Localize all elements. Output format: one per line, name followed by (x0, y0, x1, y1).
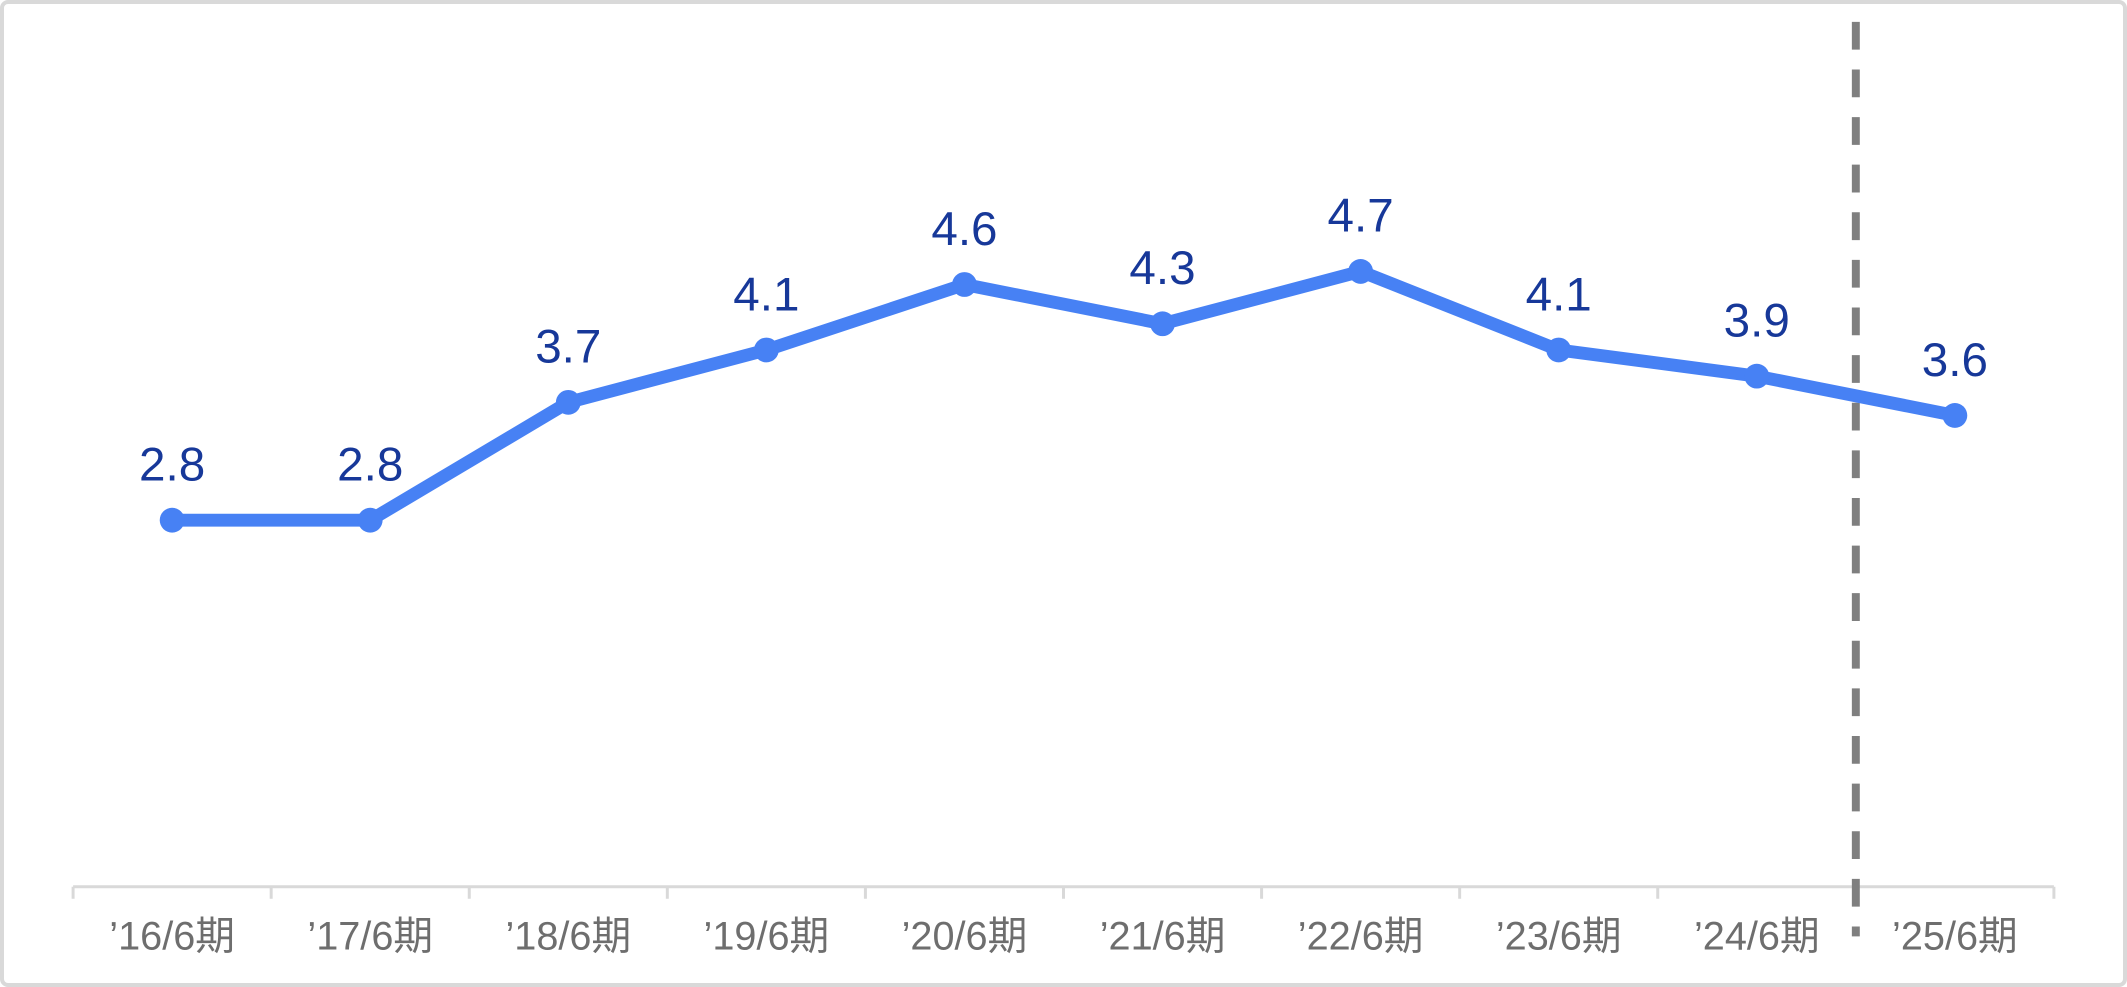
data-label: 3.6 (1922, 334, 1988, 387)
x-tick-label: ’25/6期 (1892, 914, 2018, 958)
data-label: 2.8 (139, 439, 205, 492)
data-point (357, 507, 383, 533)
data-label: 3.9 (1724, 294, 1790, 347)
x-tick-label: ’19/6期 (704, 914, 830, 958)
x-tick-label: ’24/6期 (1694, 914, 1820, 958)
data-point (1744, 363, 1770, 389)
data-point (1150, 311, 1175, 337)
x-tick-label: ’22/6期 (1298, 914, 1424, 958)
data-point (1348, 259, 1374, 284)
data-point (1942, 403, 1968, 428)
data-label: 4.7 (1328, 190, 1394, 243)
x-tick-label: ’18/6期 (505, 914, 631, 958)
data-point (555, 389, 581, 415)
data-point (159, 507, 185, 533)
data-line (165, 264, 1962, 527)
line-chart: 2.8 2.8 3.7 4.1 4.6 4.3 4.7 4.1 3.9 3.6 ’16/6期 ’17/… (71, 21, 2056, 958)
data-point (1546, 337, 1572, 363)
data-label: 2.8 (337, 439, 403, 492)
data-label: 4.3 (1129, 242, 1195, 295)
data-label: 4.1 (733, 268, 799, 321)
data-point (753, 337, 779, 363)
data-label: 3.7 (535, 321, 601, 374)
x-tick-label: ’23/6期 (1496, 914, 1622, 958)
x-tick-label: ’21/6期 (1100, 914, 1226, 958)
data-point (952, 272, 977, 297)
x-tick-label: ’17/6期 (307, 914, 433, 958)
data-label: 4.6 (931, 203, 997, 256)
data-label: 4.1 (1526, 268, 1592, 321)
x-tick-label: ’16/6期 (109, 914, 235, 958)
x-tick-label: ’20/6期 (902, 914, 1028, 958)
x-axis (71, 885, 2056, 899)
